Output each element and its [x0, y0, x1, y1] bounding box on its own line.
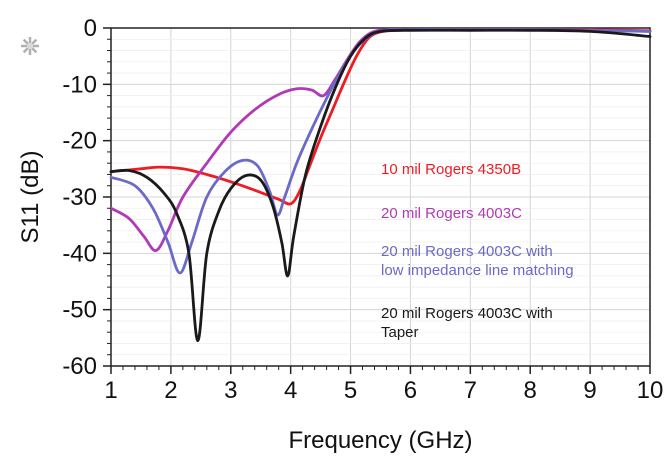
x-tick-label: 8 [524, 377, 537, 404]
x-tick-label: 4 [284, 377, 297, 404]
legend-label-2: 20 mil Rogers 4003C [381, 205, 522, 222]
x-tick-label: 2 [164, 377, 177, 404]
y-axis-title: S11 (dB) [17, 151, 44, 244]
legend-label-3: low impedance line matching [381, 262, 574, 279]
sparkle-core [27, 43, 33, 49]
x-tick-label: 6 [404, 377, 417, 404]
grid [111, 28, 650, 366]
sparkle-icon [21, 37, 39, 55]
y-tick-label: -50 [62, 297, 97, 324]
x-axis-title: Frequency (GHz) [288, 427, 472, 454]
x-tick-label: 3 [224, 377, 237, 404]
legend: 10 mil Rogers 4350B 20 mil Rogers 4003C 20… [381, 161, 574, 341]
x-tick-label: 1 [104, 377, 117, 404]
y-tick-label: -30 [62, 184, 97, 211]
tick-group: 1 2 3 4 5 6 7 8 9 10 0 -10 -20 -30 -40 -50 -60 [62, 15, 663, 404]
x-tick-label: 10 [637, 377, 664, 404]
series-line-3 [109, 28, 652, 275]
y-tick-label: -10 [62, 71, 97, 98]
y-tick-label: -20 [62, 128, 97, 155]
sparkle-ray [22, 47, 29, 54]
series-group [109, 28, 652, 343]
sparkle-ray [31, 38, 38, 45]
legend-label-1: 10 mil Rogers 4350B [381, 161, 521, 178]
series-line-4 [109, 28, 652, 343]
y-tick-label: -60 [62, 353, 97, 380]
x-tick-label: 9 [583, 377, 596, 404]
legend-label-4: 20 mil Rogers 4003C with [381, 305, 553, 322]
sparkle-ray [22, 38, 29, 45]
legend-label-4: Taper [381, 324, 419, 341]
x-tick-label: 7 [464, 377, 477, 404]
y-tick-label: 0 [84, 15, 97, 42]
x-tick-label: 5 [344, 377, 357, 404]
y-tick-label: -40 [62, 240, 97, 267]
legend-label-3: 20 mil Rogers 4003C with [381, 243, 553, 260]
sparkle-ray [31, 47, 38, 54]
